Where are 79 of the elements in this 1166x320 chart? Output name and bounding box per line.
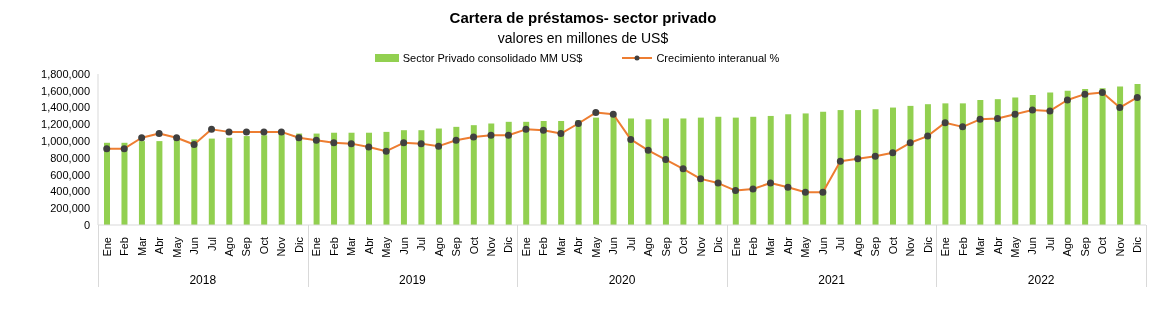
x-tick-label: Ago (1061, 237, 1074, 257)
chart-title: Cartera de préstamos- sector privado (448, 8, 718, 28)
text: 2019 (398, 273, 427, 287)
x-tick-label: Abr (991, 236, 1004, 255)
y-tick-label: 0 (83, 218, 90, 231)
y-tick-label: 1,400,000 (41, 101, 90, 114)
x-tick-label: Dic (712, 236, 725, 253)
x-tick-label: Dic (921, 236, 934, 253)
legend-label: Crecimiento interanual % (656, 52, 780, 64)
x-tick-label: Oct (467, 237, 480, 255)
x-tick-label: Nov (904, 236, 917, 257)
x-tick-label: Nov (694, 236, 707, 257)
y-tick-label: 200,000 (50, 202, 90, 215)
x-tick-label: May (1009, 236, 1021, 258)
x-tick-label: Oct (1096, 237, 1109, 255)
x-tick-label: May (799, 236, 812, 258)
x-tick-label: Feb (118, 237, 131, 256)
x-tick-label: Feb (327, 237, 340, 256)
x-tick-label: Feb (537, 237, 550, 256)
x-tick-label: Mar (345, 236, 358, 256)
chart-subtitle: valores en millones de US$ (496, 29, 670, 48)
x-tick-label: Dic (502, 236, 515, 253)
x-tick-label: Feb (956, 237, 969, 256)
x-tick-label: Nov (275, 236, 288, 257)
y-tick-label: 1,800,000 (41, 67, 90, 80)
x-tick-label: Mar (135, 236, 148, 256)
x-tick-label: Dic (292, 236, 305, 253)
x-tick-label: Feb (747, 237, 759, 256)
text: 2022 (1026, 273, 1056, 287)
x-tick-label: Mar (974, 236, 987, 256)
y-tick-label: 400,000 (50, 185, 90, 198)
x-tick-label: Jul (834, 237, 847, 252)
x-tick-label: Ago (851, 237, 864, 257)
x-tick-label: Abr (781, 236, 794, 255)
y-tick-label: 600,000 (50, 168, 90, 181)
x-tick-label: Mar (554, 236, 567, 256)
y-tick-label: 1,000,000 (41, 135, 90, 148)
x-tick-label: Jul (205, 237, 218, 252)
x-tick-label: Ago (432, 237, 445, 257)
x-tick-label: Nov (1113, 236, 1126, 257)
text: 2020 (607, 273, 637, 287)
x-tick-label: Mar (764, 236, 777, 256)
text: 2018 (188, 273, 218, 287)
x-tick-label: Ene (100, 237, 113, 257)
x-tick-label: Oct (677, 237, 690, 255)
x-tick-label: Sep (240, 237, 253, 257)
x-tick-label: May (380, 236, 393, 258)
y-tick-label: 1,200,000 (41, 118, 90, 131)
y-tick-label: 800,000 (50, 151, 90, 164)
x-tick-label: Dic (1131, 236, 1144, 253)
x-tick-label: Abr (362, 236, 375, 255)
x-tick-label: Sep (1078, 237, 1091, 257)
x-tick-label: Sep (450, 237, 463, 257)
x-tick-label: May (170, 236, 183, 258)
x-tick-label: Jul (1043, 237, 1056, 252)
x-tick-label: Jun (816, 237, 829, 255)
x-tick-label: Abr (572, 236, 585, 255)
x-tick-label: Sep (659, 237, 672, 257)
x-tick-label: Ene (519, 237, 532, 257)
x-tick-label: Ene (310, 237, 323, 257)
x-tick-label: May (589, 236, 602, 258)
x-tick-label: Sep (869, 237, 882, 257)
x-tick-label: Oct (257, 237, 270, 255)
x-tick-label: Ene (939, 237, 952, 257)
x-tick-label: Jun (1026, 237, 1039, 255)
x-tick-label: Oct (886, 237, 899, 255)
x-tick-label: Ago (642, 237, 655, 257)
y-tick-label: 1,600,000 (41, 84, 90, 97)
x-tick-label: Jul (415, 237, 428, 252)
x-tick-label: Jul (624, 237, 637, 252)
x-tick-label: Jun (188, 237, 201, 255)
x-tick-label: Ene (729, 237, 742, 257)
x-tick-label: Jun (397, 237, 410, 255)
x-tick-label: Jun (607, 237, 620, 255)
text: 2021 (817, 273, 846, 287)
x-tick-label: Abr (153, 236, 166, 255)
legend-label: Sector Privado consolidado MM US$ (402, 52, 583, 64)
x-tick-label: Ago (223, 237, 235, 257)
x-tick-label: Nov (485, 236, 497, 257)
